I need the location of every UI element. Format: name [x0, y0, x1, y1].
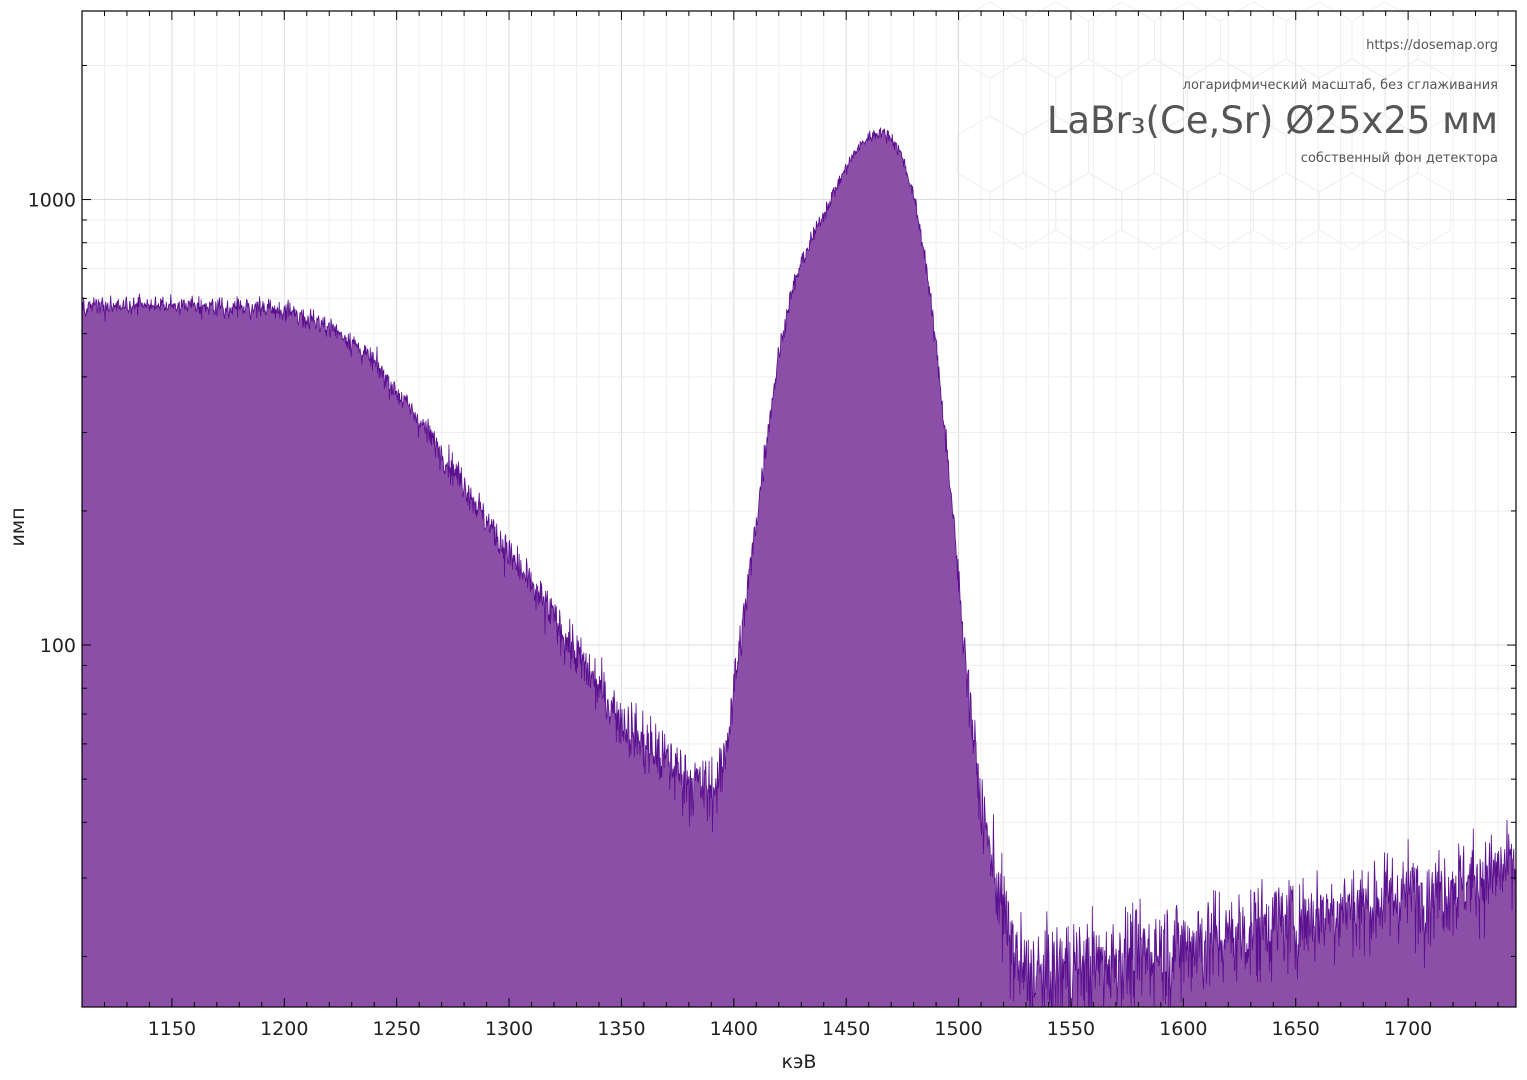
plot-frame: [81, 10, 1517, 1008]
spectrum-line: [81, 127, 1517, 1008]
x-tick-label: 1550: [1047, 1018, 1095, 1040]
y-axis-title: имп: [7, 507, 29, 546]
x-tick-label: 1400: [710, 1018, 758, 1040]
chart-subtitle: собственный фон детектора: [1301, 151, 1498, 166]
watermark-hex: [1384, 172, 1452, 250]
x-tick-label: 1700: [1384, 1018, 1432, 1040]
plot-area: [81, 127, 1517, 1008]
chart-title: LaBr₃(Ce,Sr) Ø25x25 мм: [1047, 99, 1498, 142]
y-tick-label: 100: [40, 635, 76, 657]
x-tick-label: 1300: [485, 1018, 533, 1040]
x-tick-label: 1500: [934, 1018, 982, 1040]
x-tick-label: 1450: [822, 1018, 870, 1040]
axis-ticks: 1150 1200 1250 1300 1350 1400 1450 1500 1550 1600…: [28, 11, 1516, 1040]
x-tick-label: 1650: [1272, 1018, 1320, 1040]
spectrum-area: [82, 127, 1516, 1008]
url-annotation: https://dosemap.org: [1366, 38, 1498, 53]
axes-box: [81, 10, 1517, 1008]
x-tick-label: 1150: [148, 1018, 196, 1040]
honeycomb-watermark: [956, 1, 1452, 250]
x-axis-title: кэВ: [782, 1051, 817, 1073]
x-tick-label: 1200: [260, 1018, 308, 1040]
x-tick-label: 1250: [372, 1018, 420, 1040]
y-tick-label: 1000: [28, 190, 76, 212]
x-tick-label: 1600: [1159, 1018, 1207, 1040]
x-tick-label: 1350: [597, 1018, 645, 1040]
scale-note: логарифмический масштаб, без сглаживания: [1183, 78, 1498, 93]
